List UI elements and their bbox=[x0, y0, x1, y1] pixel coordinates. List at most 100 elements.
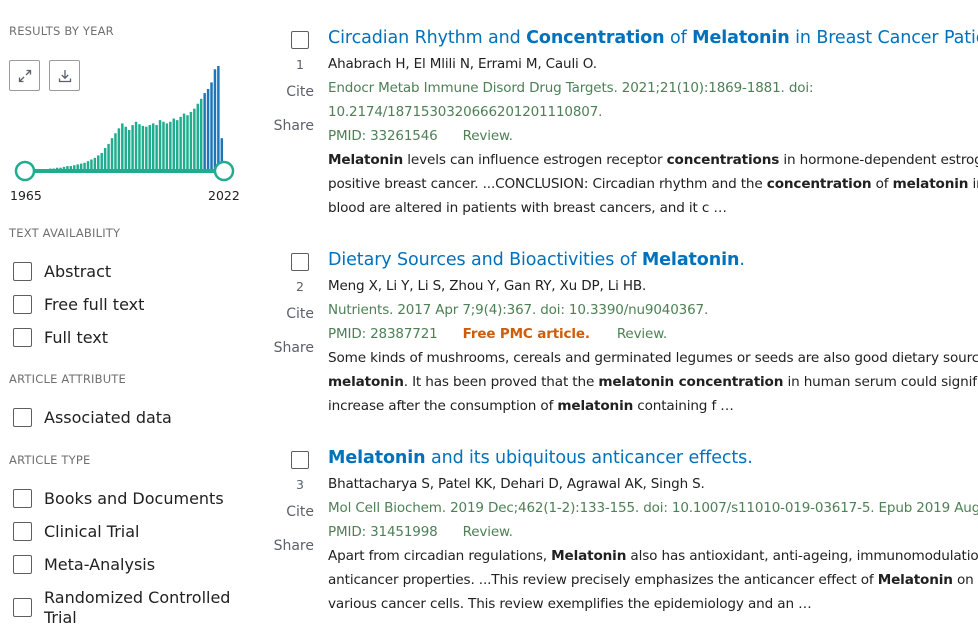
year-bar[interactable] bbox=[138, 124, 141, 171]
result-snippet: anticancer properties. ...This review pr… bbox=[328, 572, 974, 588]
download-icon bbox=[58, 69, 71, 82]
timeline-end-handle[interactable] bbox=[213, 160, 235, 182]
download-chart-button[interactable] bbox=[49, 60, 80, 91]
snippet-text: Apart from circadian regulations, bbox=[328, 548, 552, 564]
year-bar[interactable] bbox=[83, 162, 86, 171]
year-bar[interactable] bbox=[165, 123, 169, 171]
year-bar[interactable] bbox=[69, 166, 73, 171]
result-snippet: melatonin. It has been proved that the m… bbox=[328, 374, 978, 390]
filter-free-full-text-label: Free full text bbox=[44, 295, 145, 314]
filter-abstract-checkbox[interactable] bbox=[13, 262, 32, 281]
year-bar[interactable] bbox=[189, 111, 193, 171]
year-bar[interactable] bbox=[117, 128, 121, 171]
year-bar[interactable] bbox=[206, 88, 210, 171]
timeline-start-handle[interactable] bbox=[14, 160, 36, 182]
result-select-checkbox[interactable] bbox=[291, 451, 309, 469]
snippet-text: of bbox=[871, 176, 893, 192]
filter-associated-data[interactable]: Associated data bbox=[13, 408, 234, 430]
result-select-checkbox[interactable] bbox=[291, 253, 309, 271]
share-button[interactable]: Share bbox=[273, 118, 314, 134]
year-bar[interactable] bbox=[196, 103, 200, 171]
result-title-link[interactable]: Dietary Sources and Bioactivities of Mel… bbox=[328, 250, 745, 270]
snippet-text: in human serum could significantly bbox=[787, 374, 978, 390]
filter-meta-analysis[interactable]: Meta-Analysis bbox=[13, 555, 234, 577]
year-bar[interactable] bbox=[217, 66, 220, 171]
year-bar[interactable] bbox=[134, 121, 138, 171]
year-bar[interactable] bbox=[158, 120, 162, 171]
title-highlight: Melatonin bbox=[328, 448, 426, 468]
cite-button[interactable]: Cite bbox=[286, 504, 314, 520]
title-highlight: Melatonin bbox=[692, 28, 790, 48]
year-bar[interactable] bbox=[66, 166, 69, 171]
year-bar[interactable] bbox=[121, 123, 124, 171]
year-bar[interactable] bbox=[90, 159, 93, 171]
result-publication-type: Review. bbox=[616, 326, 667, 342]
year-bar[interactable] bbox=[110, 138, 114, 171]
filter-meta-analysis-checkbox[interactable] bbox=[13, 555, 32, 574]
year-bar[interactable] bbox=[220, 138, 224, 171]
result-title-link[interactable]: Melatonin and its ubiquitous anticancer … bbox=[328, 448, 753, 468]
filter-books-and-documents[interactable]: Books and Documents bbox=[13, 489, 234, 511]
year-bar[interactable] bbox=[107, 143, 110, 171]
filter-full-text[interactable]: Full text bbox=[13, 328, 234, 350]
cite-button[interactable]: Cite bbox=[286, 84, 314, 100]
filter-clinical-trial-checkbox[interactable] bbox=[13, 522, 32, 541]
filter-free-full-text[interactable]: Free full text bbox=[13, 295, 234, 317]
year-bar[interactable] bbox=[76, 164, 79, 171]
filters-sidebar: RESULTS BY YEAR 1965 2022 TEXT AVAILABIL… bbox=[0, 0, 250, 630]
cite-button[interactable]: Cite bbox=[286, 306, 314, 322]
year-bar[interactable] bbox=[79, 163, 83, 171]
year-bar[interactable] bbox=[175, 120, 179, 171]
filter-clinical-trial[interactable]: Clinical Trial bbox=[13, 522, 234, 544]
filter-free-full-text-checkbox[interactable] bbox=[13, 295, 32, 314]
filter-full-text-label: Full text bbox=[44, 328, 109, 347]
year-bar[interactable] bbox=[103, 148, 107, 171]
result-select-checkbox[interactable] bbox=[291, 31, 309, 49]
filter-associated-data-checkbox[interactable] bbox=[13, 408, 32, 427]
filter-randomized-controlled-trial[interactable]: Randomized Controlled Trial bbox=[13, 588, 234, 628]
year-bar[interactable] bbox=[169, 121, 172, 171]
year-bar[interactable] bbox=[73, 165, 76, 171]
year-bar[interactable] bbox=[141, 125, 145, 171]
year-bar[interactable] bbox=[199, 98, 203, 171]
filter-books-and-documents-checkbox[interactable] bbox=[13, 489, 32, 508]
year-bar[interactable] bbox=[155, 125, 158, 171]
year-bar[interactable] bbox=[86, 161, 90, 171]
year-bar[interactable] bbox=[162, 121, 165, 171]
filter-full-text-checkbox[interactable] bbox=[13, 328, 32, 347]
year-bar[interactable] bbox=[97, 155, 100, 171]
results-by-year-chart[interactable] bbox=[0, 58, 250, 182]
title-text: Dietary Sources and Bioactivities of bbox=[328, 250, 642, 270]
filter-abstract[interactable]: Abstract bbox=[13, 262, 234, 284]
year-bar[interactable] bbox=[148, 125, 151, 171]
year-bar[interactable] bbox=[193, 108, 196, 171]
expand-chart-button[interactable] bbox=[9, 60, 40, 91]
year-bar[interactable] bbox=[124, 126, 127, 171]
free-pmc-badge: Free PMC article. bbox=[462, 326, 590, 342]
results-by-year-heading: RESULTS BY YEAR bbox=[9, 24, 114, 38]
year-bar[interactable] bbox=[62, 166, 66, 171]
year-bar[interactable] bbox=[186, 115, 189, 171]
year-bar[interactable] bbox=[131, 125, 134, 171]
year-bar[interactable] bbox=[93, 157, 97, 172]
filter-randomized-controlled-trial-checkbox[interactable] bbox=[13, 598, 32, 617]
expand-icon bbox=[18, 69, 31, 82]
share-button[interactable]: Share bbox=[273, 340, 314, 356]
share-button[interactable]: Share bbox=[273, 538, 314, 554]
year-bar[interactable] bbox=[182, 113, 186, 171]
year-bar[interactable] bbox=[145, 126, 148, 171]
text-availability-heading: TEXT AVAILABILITY bbox=[9, 226, 121, 240]
result-authors: Meng X, Li Y, Li S, Zhou Y, Gan RY, Xu D… bbox=[328, 278, 647, 294]
year-bar[interactable] bbox=[100, 152, 103, 171]
result-title-link[interactable]: Circadian Rhythm and Concentration of Me… bbox=[328, 28, 978, 48]
year-bar[interactable] bbox=[203, 93, 206, 171]
year-bar[interactable] bbox=[210, 82, 213, 171]
year-bar[interactable] bbox=[172, 118, 175, 172]
year-bar[interactable] bbox=[213, 69, 217, 171]
snippet-text: increase after the consumption of bbox=[328, 398, 558, 414]
year-bar[interactable] bbox=[127, 129, 131, 171]
year-bar[interactable] bbox=[151, 123, 155, 171]
year-bar[interactable] bbox=[114, 133, 117, 171]
snippet-highlight: Melatonin bbox=[551, 548, 627, 564]
year-bar[interactable] bbox=[179, 116, 182, 171]
